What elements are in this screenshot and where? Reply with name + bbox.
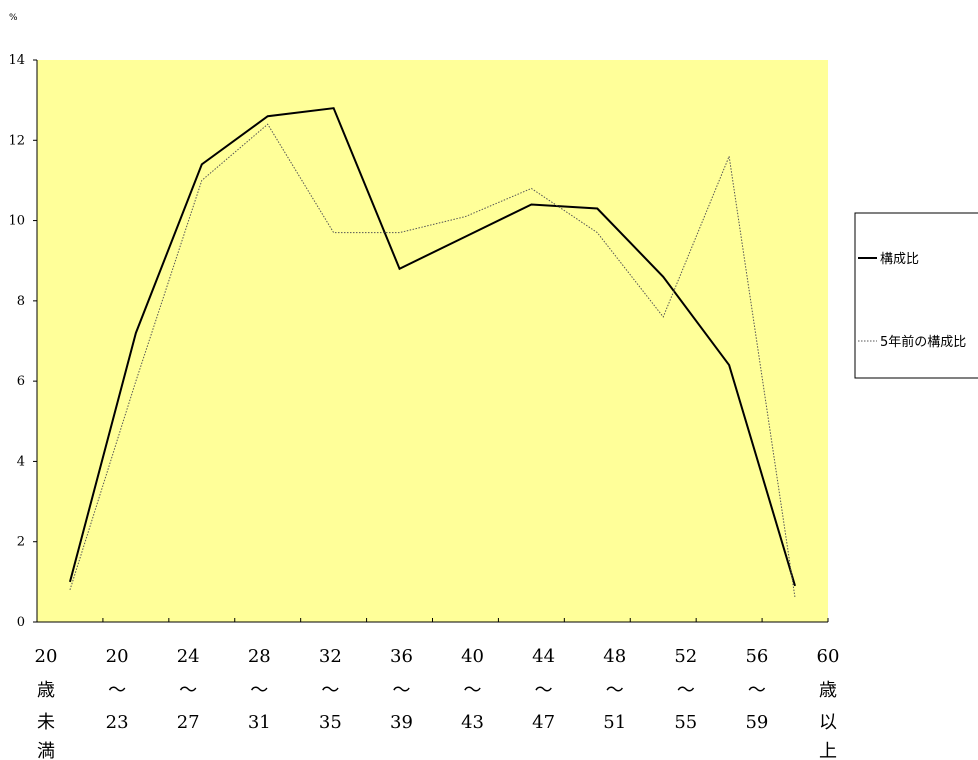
x-category-label-line: 24 — [177, 646, 200, 667]
x-category-label-line: 歳 — [819, 680, 837, 701]
x-category-label: 56 〜 59 — [745, 646, 768, 733]
x-category-label: 52 〜 55 — [674, 646, 697, 733]
x-category-label-line: 〜 — [606, 680, 624, 701]
x-category-label-line: 上 — [819, 741, 837, 760]
y-unit-label: % — [9, 13, 18, 23]
x-category-label-line: 47 — [532, 712, 555, 733]
x-category-label: 20 歳未満 — [35, 646, 58, 760]
x-category-label-line: 44 — [532, 646, 555, 667]
x-category-label-line: 35 — [319, 712, 342, 733]
y-tick-label: 6 — [17, 374, 25, 389]
x-category-label-line: 60 — [817, 646, 840, 667]
x-category-label-line: 27 — [177, 712, 200, 733]
y-tick-label: 12 — [8, 133, 25, 148]
x-category-label-line: 未 — [37, 712, 55, 733]
legend-box — [854, 212, 978, 379]
x-category-label-line: 51 — [603, 712, 626, 733]
x-category-label: 24 〜 27 — [177, 646, 200, 733]
x-category-label: 60 歳以上 — [817, 646, 840, 760]
x-category-label-line: 36 — [390, 646, 413, 667]
x-category-label-line: 歳 — [37, 680, 55, 701]
y-tick-label: 14 — [8, 53, 25, 68]
x-category-label-line: 56 — [745, 646, 768, 667]
x-category-label-line: 〜 — [250, 680, 268, 701]
plot-area — [37, 60, 828, 622]
x-category-label: 20 〜 23 — [106, 646, 129, 733]
x-category-label-line: 〜 — [108, 680, 126, 701]
y-tick-label: 10 — [8, 214, 25, 229]
x-category-label-line: 28 — [248, 646, 271, 667]
x-category-label: 32 〜 35 — [319, 646, 342, 733]
x-category-label-line: 〜 — [748, 680, 766, 701]
legend-label: 構成比 — [880, 252, 919, 267]
x-category-label-line: 59 — [745, 712, 768, 733]
x-category-label-line: 20 — [106, 646, 129, 667]
x-category-label: 44 〜 47 — [532, 646, 555, 733]
x-category-label: 40 〜 43 — [461, 646, 484, 733]
x-category-label-line: 〜 — [321, 680, 339, 701]
y-tick-label: 4 — [17, 454, 25, 469]
x-category-label-line: 55 — [674, 712, 697, 733]
x-category-label: 28 〜 31 — [248, 646, 271, 733]
y-tick-label: 0 — [17, 615, 25, 630]
x-category-label-line: 48 — [603, 646, 626, 667]
x-category-label-line: 31 — [248, 712, 271, 733]
y-tick-label: 2 — [17, 535, 25, 550]
x-category-label-line: 〜 — [535, 680, 553, 701]
y-tick-label: 8 — [17, 294, 25, 309]
x-category-label-line: 40 — [461, 646, 484, 667]
y-axis: 0 2 4 6 8 10 12 14 — [8, 53, 38, 630]
x-axis: 20歳未満20〜2324〜2728〜3132〜3536〜3940〜4344〜47… — [35, 618, 840, 760]
x-category-label-line: 〜 — [392, 680, 410, 701]
x-category-label-line: 43 — [461, 712, 484, 733]
x-category-label-line: 20 — [35, 646, 58, 667]
x-category-label: 48 〜 51 — [603, 646, 626, 733]
x-category-label-line: 〜 — [179, 680, 197, 701]
x-category-label-line: 満 — [37, 741, 55, 760]
x-category-label-line: 以 — [819, 712, 837, 733]
legend: 構成比 5年前の構成比 — [854, 212, 978, 379]
x-category-label-line: 52 — [674, 646, 697, 667]
x-category-label-line: 23 — [106, 712, 129, 733]
legend-label: 5年前の構成比 — [880, 334, 966, 350]
x-category-label: 36 〜 39 — [390, 646, 413, 733]
series-line-0 — [68, 107, 796, 587]
x-category-label-line: 〜 — [677, 680, 695, 701]
series-lines — [68, 107, 796, 598]
x-category-label-line: 39 — [390, 712, 413, 733]
x-category-label-line: 32 — [319, 646, 342, 667]
x-category-label-line: 〜 — [464, 680, 482, 701]
